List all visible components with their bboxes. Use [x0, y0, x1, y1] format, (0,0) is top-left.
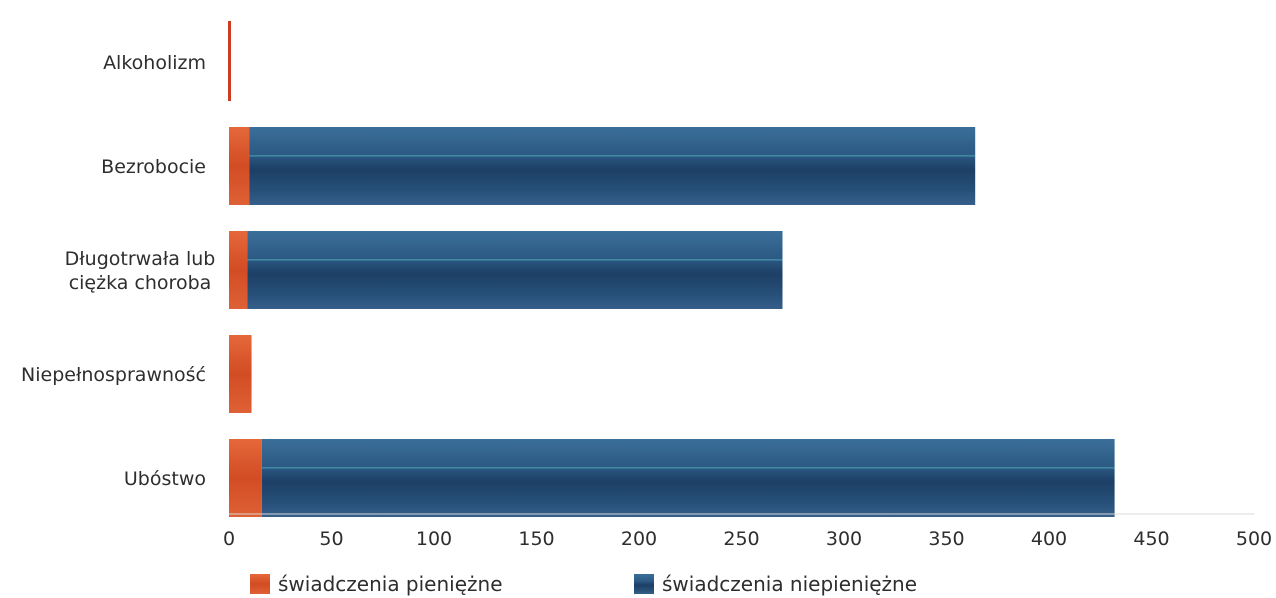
x-tick-label: 350: [928, 528, 964, 550]
bar-cash-4: [229, 439, 262, 517]
x-tick-label: 0: [223, 528, 235, 550]
x-tick-label: 250: [723, 528, 759, 550]
x-tick-label: 200: [621, 528, 657, 550]
legend: świadczenia pieniężne świadczenia niepien…: [250, 572, 917, 596]
legend-swatch-1: [634, 574, 654, 594]
category-label-3: Niepełnosprawność: [21, 364, 206, 386]
bar-noncash-2: [247, 231, 783, 309]
bar-cash-3: [229, 335, 252, 413]
legend-label-0: świadczenia pieniężne: [278, 572, 503, 596]
category-label-line: Niepełnosprawność: [21, 364, 206, 386]
x-tick-label: 500: [1236, 528, 1272, 550]
category-label-line: ciężka choroba: [69, 272, 212, 294]
x-tick-label: 150: [518, 528, 554, 550]
category-label-2: Długotrwała lub ciężka choroba: [65, 248, 216, 294]
category-label-line: Długotrwała lub: [65, 248, 216, 270]
x-tick-label: 50: [319, 528, 343, 550]
x-tick-label: 450: [1133, 528, 1169, 550]
category-label-line: Bezrobocie: [101, 156, 206, 178]
x-tick-label: 300: [826, 528, 862, 550]
x-axis-tick-labels: 0 50 100 150 200 250 300 350 400 450 500: [223, 528, 1272, 550]
bars-group: [228, 21, 1115, 517]
category-label-line: Alkoholizm: [103, 52, 206, 74]
x-tick-label: 100: [416, 528, 452, 550]
category-label-1: Bezrobocie: [101, 156, 206, 178]
legend-swatch-0: [250, 574, 270, 594]
category-labels: Alkoholizm Bezrobocie Długotrwała lub ciężk…: [21, 52, 215, 490]
bar-cash-2: [229, 231, 248, 309]
bar-zero-marker-0: [228, 21, 231, 101]
x-tick-label: 400: [1031, 528, 1067, 550]
bar-noncash-4: [261, 439, 1115, 517]
category-label-0: Alkoholizm: [103, 52, 206, 74]
category-label-4: Ubóstwo: [124, 468, 206, 490]
legend-label-1: świadczenia niepieniężne: [662, 572, 917, 596]
category-label-line: Ubóstwo: [124, 468, 206, 490]
bar-noncash-1: [249, 127, 976, 205]
bar-cash-1: [229, 127, 250, 205]
